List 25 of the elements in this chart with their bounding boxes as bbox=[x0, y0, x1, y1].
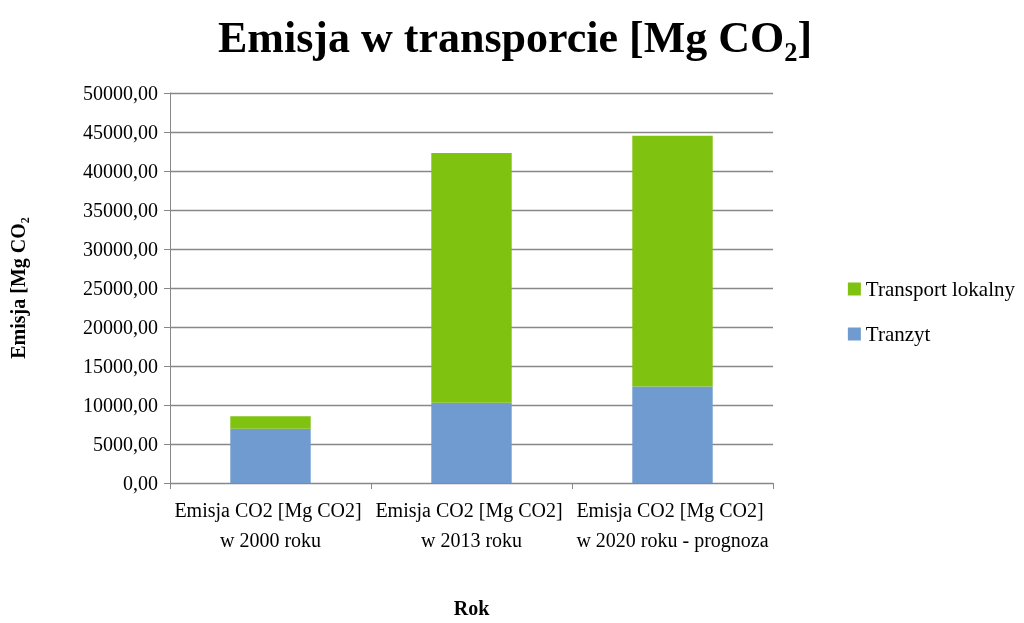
bar bbox=[431, 153, 512, 403]
y-tick-label: 40000,00 bbox=[83, 160, 158, 182]
x-axis-title: Rok bbox=[453, 597, 491, 619]
bar bbox=[632, 135, 713, 387]
y-tick-label: 20000,00 bbox=[83, 316, 158, 338]
y-tick-label: 25000,00 bbox=[83, 277, 158, 299]
y-tick-label: 30000,00 bbox=[83, 238, 158, 260]
y-tick-label: 15000,00 bbox=[83, 355, 158, 377]
y-tick-label: 50000,00 bbox=[83, 82, 158, 104]
bar bbox=[431, 402, 512, 483]
bar bbox=[632, 386, 713, 483]
y-tick-label: 35000,00 bbox=[83, 199, 158, 221]
bar bbox=[230, 416, 311, 429]
chart-title: Emisja w transporcie [Mg CO₂] bbox=[217, 12, 813, 62]
x-tick-label: Emisja CO2 [Mg CO2] w 2000 roku bbox=[174, 499, 367, 551]
y-tick-label: 10000,00 bbox=[83, 394, 158, 416]
y-tick-label: 5000,00 bbox=[93, 433, 158, 455]
legend-label: Transport lokalny bbox=[865, 277, 1016, 301]
y-tick-label: 45000,00 bbox=[83, 121, 158, 143]
x-tick-label: Emisja CO2 [Mg CO2] w 2013 roku bbox=[375, 499, 568, 551]
y-tick-label: 0,00 bbox=[123, 472, 158, 494]
legend-label: Tranzyt bbox=[865, 322, 931, 346]
bar bbox=[230, 428, 311, 483]
x-tick-label: Emisja CO2 [Mg CO2] w 2020 roku - prognoza bbox=[576, 499, 769, 552]
y-axis-title: Emisja [Mg CO₂ bbox=[7, 217, 30, 359]
